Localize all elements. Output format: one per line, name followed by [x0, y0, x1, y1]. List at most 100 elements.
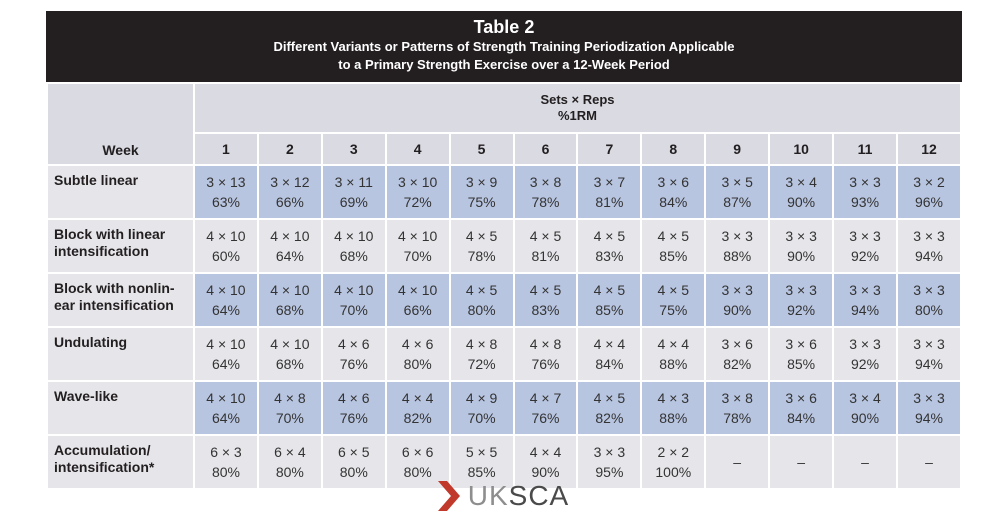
week-header-label: Week: [102, 142, 139, 158]
table-cell: 3 × 6 82%: [704, 326, 771, 382]
table-cell: 4 × 8 72%: [448, 326, 515, 382]
table-cell: 4 × 10 66%: [384, 272, 451, 328]
table-cell: 4 × 6 76%: [320, 380, 387, 436]
percent-1rm-value: 66%: [275, 194, 304, 210]
table-cell: 4 × 5 85%: [576, 272, 643, 328]
percent-1rm-value: 70%: [339, 302, 368, 318]
sets-reps-value: 4 × 5: [529, 282, 562, 298]
sets-reps-value: 4 × 8: [529, 336, 562, 352]
percent-1rm-value: 92%: [851, 356, 880, 372]
table-cell: –: [704, 434, 771, 490]
table-row: Undulating 4 × 10 64% 4 × 10 68% 4 × 6 76% 4 × …: [46, 326, 963, 382]
sets-reps-value: 4 × 5: [657, 228, 690, 244]
percent-1rm-value: 90%: [787, 248, 816, 264]
week-number-cell: 11: [832, 132, 898, 166]
percent-1rm-value: 85%: [467, 464, 496, 480]
percent-1rm-value: 82%: [595, 410, 624, 426]
table-cell: 4 × 5 85%: [640, 218, 707, 274]
table-cell: 3 × 13 63%: [193, 164, 259, 220]
rm-label: %1RM: [557, 108, 597, 123]
table-title-bar: Table 2 Different Variants or Patterns o…: [46, 11, 962, 82]
sets-reps-value: 3 × 9: [465, 174, 498, 190]
table-cell: 4 × 10 64%: [193, 380, 259, 436]
percent-1rm-value: 64%: [211, 302, 240, 318]
percent-1rm-value: 94%: [851, 302, 880, 318]
table-cell: 3 × 3 94%: [895, 218, 963, 274]
row-label-line: intensification*: [54, 459, 155, 475]
sets-reps-value: –: [925, 454, 933, 470]
sets-reps-value: 3 × 3: [913, 228, 945, 244]
table-cell: –: [895, 434, 963, 490]
week-number-cell: 4: [384, 132, 451, 166]
sets-reps-value: 3 × 3: [913, 282, 945, 298]
percent-1rm-value: 87%: [723, 194, 752, 210]
sets-reps-value: 3 × 3: [913, 390, 945, 406]
table-cell: 3 × 3 90%: [704, 272, 771, 328]
table-cell: 4 × 9 70%: [448, 380, 515, 436]
table-body: Subtle linear 3 × 13 63% 3 × 12 66% 3 × 11 69%…: [46, 164, 963, 490]
sets-reps-value: 3 × 3: [593, 444, 626, 460]
sets-reps-value: 3 × 4: [785, 174, 817, 190]
sets-reps-value: 3 × 6: [785, 390, 817, 406]
table-cell: 4 × 6 76%: [320, 326, 387, 382]
week-number-cell: 1: [193, 132, 259, 166]
table-cell: 3 × 3 92%: [832, 218, 898, 274]
percent-1rm-value: 84%: [787, 410, 816, 426]
week-number-cell: 7: [576, 132, 643, 166]
sets-reps-value: 2 × 2: [657, 444, 690, 460]
sets-reps-value: 3 × 3: [721, 282, 753, 298]
percent-1rm-value: 84%: [659, 194, 688, 210]
table-cell: 3 × 3 94%: [832, 272, 898, 328]
table-cell: 3 × 6 84%: [640, 164, 707, 220]
percent-1rm-value: 76%: [531, 410, 560, 426]
table-cell: 3 × 3 88%: [704, 218, 771, 274]
table-cell: 5 × 5 85%: [448, 434, 515, 490]
table-title: Table 2: [473, 17, 535, 37]
percent-1rm-value: 85%: [787, 356, 816, 372]
percent-1rm-value: 68%: [275, 302, 304, 318]
sets-reps-value: 6 × 5: [338, 444, 370, 460]
row-label-line: Block with nonlin-: [54, 280, 175, 296]
table-cell: 4 × 5 83%: [576, 218, 643, 274]
table-cell: 6 × 4 80%: [256, 434, 323, 490]
sets-reps-value: 4 × 5: [465, 282, 498, 298]
percent-1rm-value: 78%: [531, 194, 560, 210]
sets-reps-value: 4 × 5: [465, 228, 498, 244]
sets-reps-value: 3 × 13: [206, 174, 246, 190]
row-label-line: Block with linear: [54, 226, 166, 242]
percent-1rm-value: 88%: [659, 356, 688, 372]
table-cell: 3 × 3 90%: [768, 218, 835, 274]
sets-reps-value: 3 × 6: [721, 336, 753, 352]
percent-1rm-value: 96%: [914, 194, 943, 210]
sets-reps-value: 3 × 8: [721, 390, 753, 406]
week-number-cell: 2: [256, 132, 323, 166]
row-label: Undulating: [46, 326, 195, 382]
table-cell: 3 × 6 85%: [768, 326, 835, 382]
sets-reps-value: 3 × 3: [849, 228, 881, 244]
table-cell: 3 × 3 94%: [895, 380, 963, 436]
table-cell: 4 × 5 83%: [512, 272, 579, 328]
percent-1rm-value: 90%: [851, 410, 880, 426]
row-label-line: Undulating: [54, 334, 128, 350]
percent-1rm-value: 84%: [595, 356, 624, 372]
table-cell: 4 × 10 64%: [193, 326, 259, 382]
sets-reps-value: 6 × 3: [210, 444, 242, 460]
week-number-cell: 5: [448, 132, 515, 166]
sets-reps-value: 4 × 6: [338, 390, 370, 406]
sets-reps-value: 4 × 7: [529, 390, 562, 406]
week-number-cell: 3: [320, 132, 387, 166]
week-header: Week: [46, 82, 195, 166]
percent-1rm-value: 75%: [659, 302, 688, 318]
percent-1rm-value: 80%: [467, 302, 496, 318]
sets-reps-value: 6 × 4: [274, 444, 306, 460]
sets-reps-value: 4 × 4: [401, 390, 434, 406]
table-row: Accumulation/intensification* 6 × 3 80% 6 ×…: [46, 434, 963, 490]
row-label: Subtle linear: [46, 164, 195, 220]
sets-reps-value: 4 × 10: [398, 282, 438, 298]
table-subtitle-line2: to a Primary Strength Exercise over a 12…: [338, 57, 670, 72]
table-cell: 4 × 8 76%: [512, 326, 579, 382]
sets-reps-value: 4 × 10: [334, 228, 374, 244]
sets-reps-value: 4 × 10: [270, 282, 310, 298]
table-cell: 4 × 4 84%: [576, 326, 643, 382]
sets-reps-value: 4 × 4: [593, 336, 626, 352]
